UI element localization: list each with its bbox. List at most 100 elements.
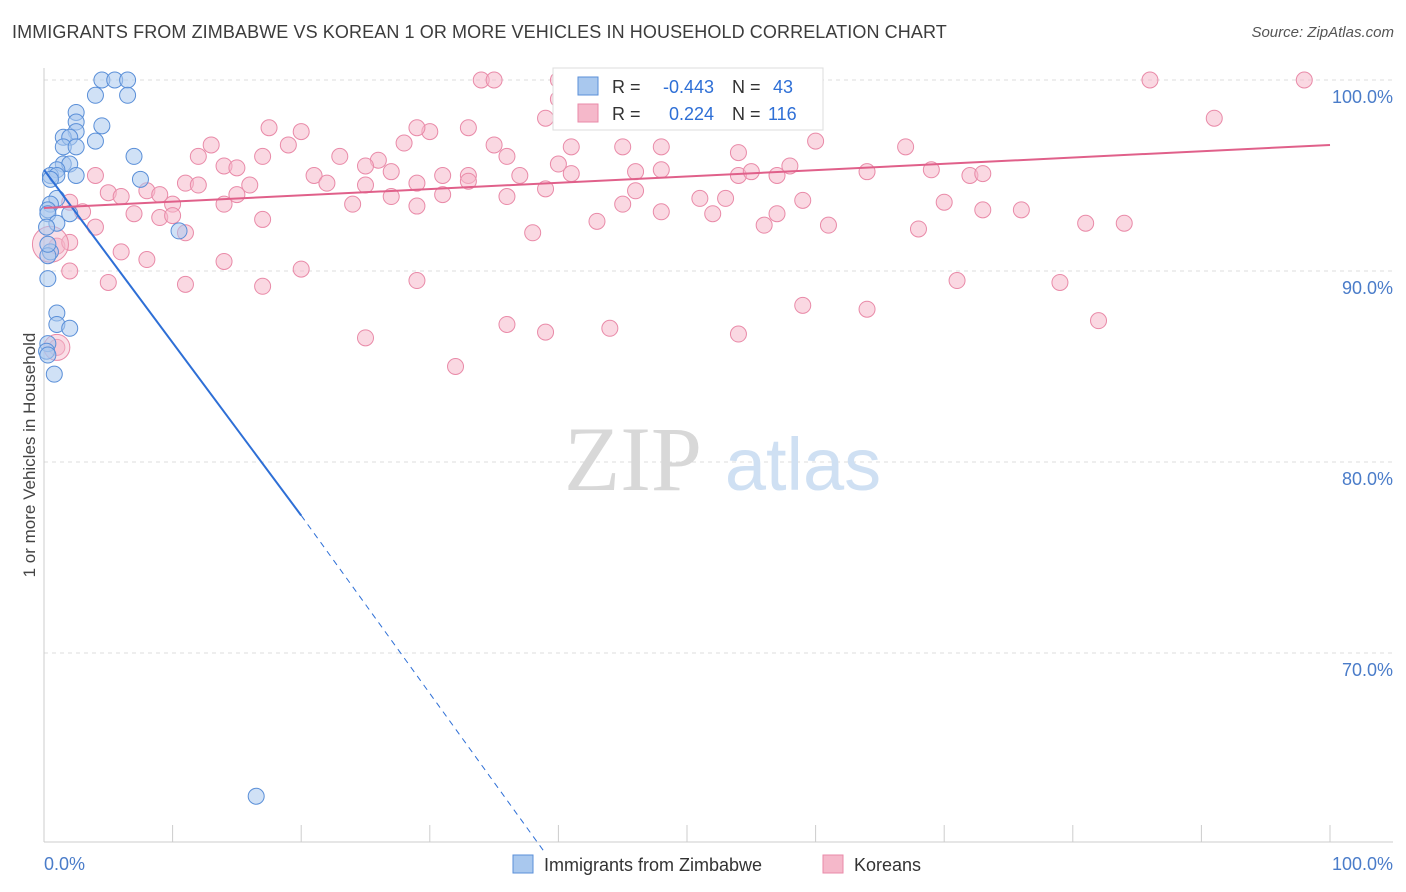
watermark: ZIP atlas: [564, 408, 881, 510]
korean-point: [112, 188, 130, 206]
korean-point: [768, 205, 786, 223]
korean-point: [344, 195, 362, 213]
korean-point: [164, 207, 182, 225]
korean-point: [318, 174, 336, 192]
zimbabwe-point: [119, 71, 137, 89]
korean-point: [459, 119, 477, 137]
zimbabwe-point: [45, 365, 63, 383]
legend-swatch-pink: [577, 103, 599, 123]
korean-point: [331, 147, 349, 165]
korean-point: [408, 197, 426, 215]
legend-swatch-blue: [577, 76, 599, 96]
korean-point: [537, 109, 555, 127]
stats-legend: R = -0.443 N = 43 R = 0.224 N = 116: [552, 67, 824, 131]
korean-point: [408, 174, 426, 192]
legend-r-label-blue: R =: [612, 77, 641, 97]
korean-point: [1295, 71, 1313, 89]
korean-point: [228, 159, 246, 177]
y-tick-label: 100.0%: [1332, 87, 1393, 107]
korean-point: [498, 147, 516, 165]
korean-point: [1051, 273, 1069, 291]
zimbabwe-trend-extension: [300, 515, 546, 854]
korean-point: [974, 201, 992, 219]
korean-point: [254, 210, 272, 228]
korean-point: [819, 216, 837, 234]
korean-point: [627, 182, 645, 200]
korean-point: [549, 155, 567, 173]
zimbabwe-trend-line: [43, 169, 303, 517]
legend-r-label-pink: R =: [612, 104, 641, 124]
series-legend: Immigrants from Zimbabwe Koreans: [512, 854, 921, 875]
korean-point: [588, 212, 606, 230]
legend-n-value-blue: 43: [773, 77, 793, 97]
korean-point: [729, 325, 747, 343]
korean-point: [357, 176, 374, 194]
zimbabwe-point: [67, 167, 85, 184]
korean-point: [189, 176, 207, 194]
korean-point: [807, 132, 825, 150]
x-tick-min: 0.0%: [44, 854, 85, 874]
watermark-zip: ZIP: [564, 408, 702, 510]
korean-point: [614, 195, 632, 213]
y-tick-label: 80.0%: [1342, 469, 1393, 489]
korean-point: [241, 176, 259, 194]
korean-point: [935, 193, 953, 211]
zimbabwe-point: [39, 346, 57, 364]
korean-point: [254, 147, 272, 165]
y-tick-label: 90.0%: [1342, 278, 1393, 298]
korean-point: [652, 138, 670, 156]
korean-point: [562, 138, 580, 156]
korean-point: [948, 272, 966, 290]
korean-point: [382, 188, 400, 206]
korean-point: [189, 147, 207, 165]
korean-point: [215, 252, 233, 270]
korean-point: [447, 358, 465, 375]
korean-point: [511, 167, 529, 184]
korean-point: [1205, 109, 1223, 127]
korean-point: [858, 300, 876, 318]
series-legend-swatch-koreans: [822, 854, 844, 874]
legend-r-value-blue: -0.443: [663, 77, 714, 97]
korean-point: [755, 216, 773, 234]
source-label: Source: ZipAtlas.com: [1251, 24, 1394, 41]
korean-point: [485, 71, 503, 89]
zimbabwe-point: [38, 218, 56, 236]
trend-lines: [43, 143, 1331, 854]
zimbabwe-point: [39, 235, 57, 253]
korean-point: [524, 224, 542, 242]
korean-point: [601, 319, 619, 337]
korean-point: [717, 189, 735, 207]
zimbabwe-point: [247, 787, 265, 805]
korean-point: [537, 180, 555, 198]
korean-point: [260, 119, 278, 137]
korean-point: [395, 134, 413, 152]
zimbabwe-point: [125, 147, 143, 165]
korean-point: [279, 136, 297, 154]
korean-point: [562, 165, 580, 183]
zimbabwe-point: [67, 138, 85, 156]
korean-point: [974, 165, 992, 183]
korean-point: [61, 233, 79, 251]
korean-point: [292, 123, 310, 141]
legend-n-value-pink: 116: [768, 104, 797, 124]
korean-point: [254, 277, 272, 295]
korean-point: [485, 136, 503, 154]
korean-point: [86, 167, 104, 184]
korean-point: [408, 119, 426, 137]
y-tick-label: 70.0%: [1342, 660, 1393, 680]
korean-point: [138, 251, 156, 269]
legend-r-value-pink: 0.224: [669, 104, 714, 124]
korean-point: [292, 260, 310, 278]
gridlines: [44, 79, 1393, 654]
y-axis-title: 1 or more Vehicles in Household: [20, 333, 39, 578]
korean-point: [434, 186, 452, 204]
korean-point: [408, 272, 426, 290]
zimbabwe-point: [86, 132, 104, 150]
series-legend-zimbabwe: Immigrants from Zimbabwe: [544, 855, 762, 875]
korean-point: [742, 163, 760, 181]
korean-point: [357, 157, 374, 175]
korean-point: [1141, 71, 1159, 89]
korean-point: [99, 273, 117, 291]
korean-point: [537, 323, 555, 341]
korean-trend-line: [43, 143, 1331, 209]
